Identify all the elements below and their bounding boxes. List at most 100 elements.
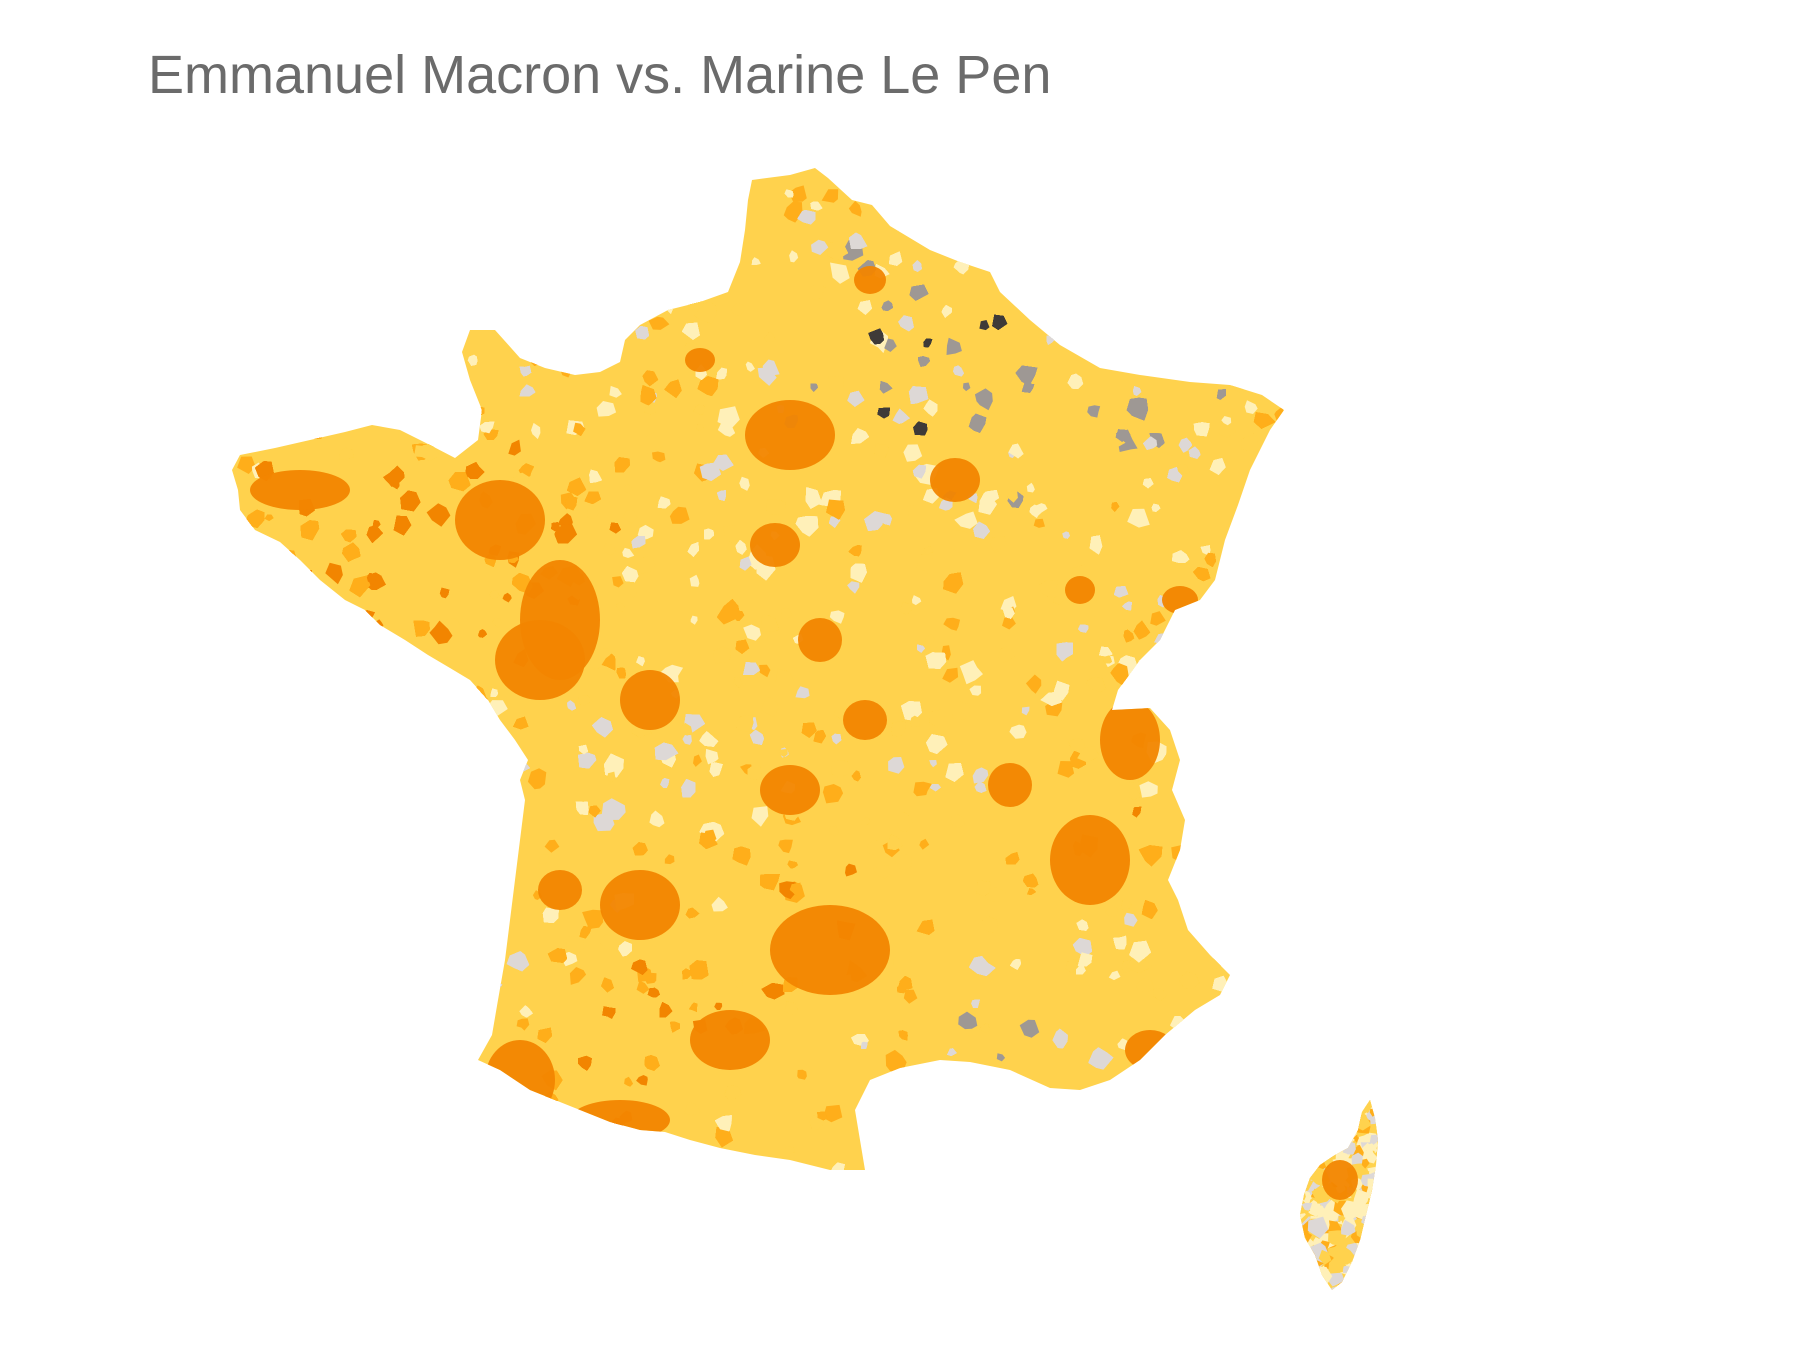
commune-cell — [271, 879, 283, 891]
commune-cell — [1169, 343, 1184, 363]
commune-cell — [543, 248, 556, 263]
commune-cell — [290, 904, 317, 924]
commune-cell — [432, 178, 444, 188]
commune-cell — [1278, 609, 1296, 625]
commune-cell — [974, 1074, 990, 1094]
commune-cell — [437, 198, 453, 217]
commune-cell — [1174, 1029, 1187, 1052]
commune-cell — [1171, 668, 1185, 684]
commune-cell — [508, 1141, 529, 1163]
commune-cell — [1207, 244, 1216, 253]
commune-cell — [455, 1112, 466, 1124]
commune-cell — [952, 212, 969, 226]
commune-cell — [1288, 951, 1301, 963]
commune-cell — [348, 1080, 361, 1093]
commune-cell — [232, 736, 239, 749]
commune-cell — [661, 243, 684, 262]
commune-cell — [293, 168, 313, 175]
commune-cell — [267, 1021, 289, 1040]
commune-cell — [1077, 1157, 1091, 1174]
commune-cell — [1230, 612, 1248, 627]
commune-cell — [350, 280, 372, 296]
commune-cell — [1285, 997, 1296, 1007]
commune-cell — [1152, 1131, 1163, 1143]
commune-cell — [417, 700, 436, 716]
commune-cell — [457, 911, 472, 925]
commune-cell — [366, 1109, 384, 1124]
commune-cell — [459, 192, 469, 202]
commune-cell — [307, 260, 327, 281]
commune-cell — [493, 825, 515, 848]
commune-cell — [537, 316, 557, 333]
commune-cell — [1150, 1098, 1165, 1108]
commune-cell — [216, 841, 231, 856]
commune-cell — [1111, 1128, 1123, 1140]
commune-cell — [309, 971, 330, 994]
commune-cell — [435, 382, 447, 398]
commune-cell — [951, 1097, 966, 1111]
commune-cell — [590, 260, 610, 279]
commune-cell — [237, 202, 254, 221]
commune-cell — [246, 762, 271, 785]
commune-cell — [1291, 1049, 1303, 1060]
commune-cell — [290, 904, 317, 924]
commune-cell — [1193, 620, 1210, 634]
commune-cell — [974, 1074, 990, 1094]
commune-cell — [466, 299, 481, 314]
commune-cell — [957, 1081, 970, 1095]
commune-cell — [232, 196, 244, 212]
commune-cell — [1222, 701, 1246, 721]
commune-cell — [368, 724, 380, 732]
commune-cell — [971, 1114, 987, 1133]
commune-cell — [286, 970, 302, 984]
commune-cell — [661, 243, 684, 262]
commune-cell — [454, 879, 464, 890]
commune-cell — [356, 673, 367, 685]
commune-cell — [272, 702, 286, 714]
commune-cell — [698, 1148, 715, 1163]
commune-cell — [1242, 894, 1256, 905]
commune-cell — [1266, 588, 1284, 605]
commune-cell — [312, 396, 324, 407]
commune-cell — [531, 182, 546, 196]
commune-cell — [508, 1141, 529, 1163]
commune-cell — [1242, 894, 1256, 905]
commune-cell — [434, 1129, 442, 1140]
commune-cell — [1103, 1091, 1115, 1103]
commune-cell — [1258, 701, 1273, 717]
commune-cell — [531, 182, 546, 196]
commune-cell — [1230, 612, 1248, 627]
commune-cell — [313, 728, 327, 741]
commune-cell — [1247, 181, 1261, 195]
commune-cell — [1222, 1097, 1234, 1110]
commune-cell — [429, 996, 438, 1006]
commune-cell — [929, 760, 937, 768]
commune-cell — [1064, 190, 1090, 210]
commune-cell — [920, 1072, 931, 1086]
commune-cell — [992, 168, 1005, 174]
commune-cell — [1252, 772, 1271, 792]
commune-cell — [1154, 1077, 1171, 1091]
commune-cell — [313, 728, 327, 741]
commune-cell — [1064, 190, 1090, 210]
commune-cell — [232, 458, 236, 468]
commune-cell — [466, 299, 481, 314]
commune-cell — [352, 1031, 368, 1053]
commune-cell — [244, 277, 256, 290]
commune-cell — [272, 702, 286, 714]
commune-cell — [1285, 861, 1308, 885]
commune-cell — [660, 213, 671, 225]
commune-cell — [400, 223, 418, 243]
commune-cell — [232, 850, 240, 860]
commune-cell — [436, 1090, 448, 1102]
commune-cell — [1049, 234, 1065, 249]
commune-cell — [1291, 629, 1309, 646]
commune-cell — [504, 799, 520, 815]
commune-cell — [1278, 609, 1296, 625]
commune-cell — [1291, 629, 1309, 646]
commune-cell — [242, 975, 255, 987]
commune-cell — [430, 417, 442, 428]
commune-cell — [282, 731, 293, 742]
commune-cell — [1078, 324, 1097, 343]
commune-cell — [630, 252, 645, 267]
